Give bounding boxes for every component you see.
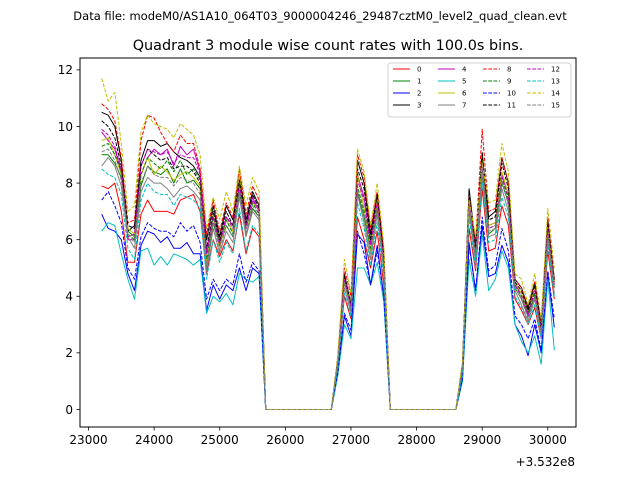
legend-frame [387, 62, 572, 118]
y-tick-label: 0 [65, 403, 73, 417]
series-line-8 [101, 103, 555, 410]
legend-label-9: 9 [507, 78, 511, 86]
legend-label-14: 14 [551, 90, 560, 98]
y-tick-label: 8 [65, 176, 73, 190]
series-line-15 [101, 148, 555, 410]
legend-label-15: 15 [551, 102, 560, 110]
x-tick-label: 24000 [135, 433, 173, 447]
legend-label-12: 12 [551, 66, 560, 74]
series-layer [101, 78, 555, 410]
legend-label-13: 13 [551, 78, 560, 86]
x-tick-label: 30000 [529, 433, 567, 447]
chart-title: Quadrant 3 module wise count rates with … [133, 38, 524, 54]
legend-label-5: 5 [462, 78, 466, 86]
y-tick-label: 6 [65, 233, 73, 247]
y-axis: 0 2 4 6 8 10 12 [58, 63, 80, 417]
y-tick-label: 2 [65, 346, 73, 360]
series-line-14 [101, 78, 555, 410]
legend-label-7: 7 [462, 102, 466, 110]
x-tick-label: 29000 [463, 433, 501, 447]
x-axis: 23000 24000 25000 26000 27000 28000 29000 30000 [69, 427, 567, 447]
plot-area-frame [79, 57, 577, 428]
legend-label-10: 10 [507, 90, 516, 98]
x-tick-label: 25000 [201, 433, 239, 447]
figure-suptitle: Data file: modeM0/AS1A10_064T03_90000042… [73, 9, 567, 23]
y-tick-label: 12 [58, 63, 73, 77]
series-line-9 [101, 143, 555, 410]
legend-label-8: 8 [507, 66, 511, 74]
x-tick-label: 23000 [69, 433, 107, 447]
series-line-2 [101, 213, 555, 410]
x-tick-label: 26000 [266, 433, 304, 447]
legend-label-0: 0 [417, 66, 421, 74]
y-tick-label: 10 [58, 120, 73, 134]
x-axis-offset-label: +3.532e8 [516, 455, 575, 469]
legend-label-3: 3 [417, 102, 421, 110]
x-tick-label: 27000 [332, 433, 370, 447]
legend-label-1: 1 [417, 78, 421, 86]
legend-label-2: 2 [417, 90, 421, 98]
legend-label-11: 11 [507, 102, 516, 110]
x-tick-label: 28000 [397, 433, 435, 447]
legend-label-6: 6 [462, 90, 467, 98]
y-tick-label: 4 [65, 290, 73, 304]
legend-label-4: 4 [462, 66, 467, 74]
